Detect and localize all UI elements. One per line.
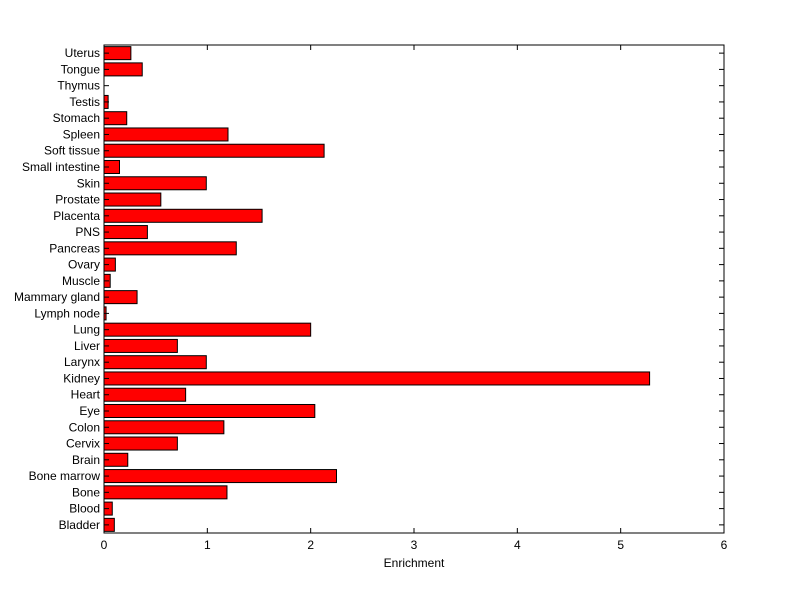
bar-prostate [103, 192, 162, 207]
y-tick-label-lymph-node: Lymph node [34, 306, 100, 320]
y-tick-label-soft-tissue: Soft tissue [44, 144, 100, 158]
x-tick-label-1: 1 [204, 538, 211, 552]
x-tick-label-0: 0 [101, 538, 108, 552]
x-tick-label-2: 2 [307, 538, 314, 552]
y-tick-label-pancreas: Pancreas [49, 241, 100, 255]
x-tick-label-5: 5 [617, 538, 624, 552]
y-tick-label-stomach: Stomach [53, 111, 100, 125]
y-tick-label-blood: Blood [69, 502, 100, 516]
y-tick-label-pns: PNS [75, 225, 100, 239]
bar-bone-marrow [103, 469, 337, 484]
y-tick-label-cervix: Cervix [66, 437, 100, 451]
bar-lung [103, 322, 312, 337]
bar-liver [103, 338, 178, 353]
bar-pns [103, 225, 148, 240]
y-tick-label-bone: Bone [72, 485, 100, 499]
y-tick-label-liver: Liver [74, 339, 100, 353]
x-axis-label: Enrichment [384, 556, 445, 570]
y-tick-label-spleen: Spleen [63, 127, 100, 141]
plot-frame [103, 44, 725, 534]
y-tick-label-small-intestine: Small intestine [22, 160, 100, 174]
y-tick-label-larynx: Larynx [64, 355, 100, 369]
bar-cervix [103, 436, 178, 451]
y-tick-label-mammary-gland: Mammary gland [14, 290, 100, 304]
y-tick-label-lung: Lung [73, 323, 100, 337]
y-tick-label-heart: Heart [71, 388, 101, 402]
x-tick-label-6: 6 [721, 538, 728, 552]
y-tick-label-colon: Colon [69, 420, 100, 434]
bar-eye [103, 403, 316, 418]
y-tick-label-bone-marrow: Bone marrow [29, 469, 101, 483]
bar-soft-tissue [103, 143, 325, 158]
bar-placenta [103, 208, 263, 223]
y-tick-label-bladder: Bladder [59, 518, 100, 532]
y-tick-label-ovary: Ovary [68, 258, 100, 272]
x-tick-label-3: 3 [411, 538, 418, 552]
y-tick-label-testis: Testis [69, 95, 100, 109]
bar-pancreas [103, 241, 237, 256]
y-tick-label-placenta: Placenta [53, 209, 100, 223]
y-tick-label-uterus: Uterus [65, 46, 100, 60]
bar-colon [103, 420, 225, 435]
bar-tongue [103, 62, 143, 77]
bar-skin [103, 176, 207, 191]
y-ticks: Bladder Blood Bone Bone marrow Brain Cervix Co… [14, 46, 724, 532]
y-tick-label-kidney: Kidney [63, 371, 100, 385]
y-tick-label-muscle: Muscle [62, 274, 100, 288]
x-tick-label-4: 4 [514, 538, 521, 552]
y-tick-label-thymus: Thymus [57, 79, 100, 93]
bar-spleen [103, 127, 229, 142]
y-tick-label-tongue: Tongue [61, 62, 101, 76]
y-tick-label-brain: Brain [72, 453, 100, 467]
bars-layer [103, 46, 651, 532]
bar-heart [103, 387, 187, 402]
y-tick-label-prostate: Prostate [55, 193, 100, 207]
y-tick-label-skin: Skin [77, 176, 100, 190]
y-tick-label-eye: Eye [79, 404, 100, 418]
bar-kidney [103, 371, 651, 386]
bar-bone [103, 485, 228, 500]
bar-larynx [103, 355, 207, 370]
x-ticks: 0 1 2 3 4 5 6 [101, 45, 728, 552]
